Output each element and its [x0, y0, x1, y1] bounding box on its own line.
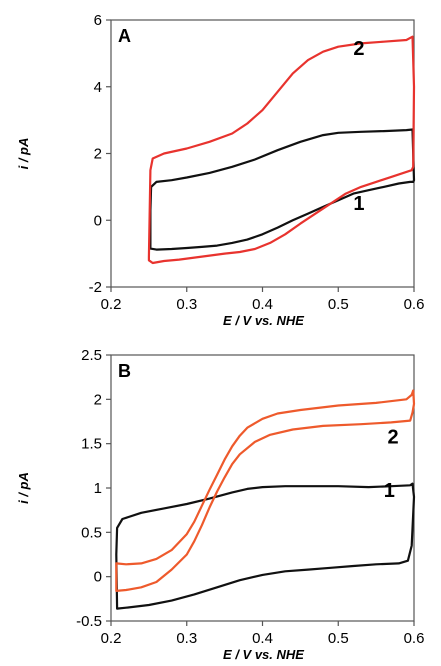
panel-a-curve-1 [149, 128, 416, 251]
panel-b-y-tick-label: 2 [94, 391, 102, 408]
panel-a-panel-letter: A [118, 26, 131, 46]
panel-a-y-tick-label: 2 [94, 146, 102, 163]
panel-a-curve-label-2: 2 [353, 38, 364, 60]
panel-b-curve-label-2: 2 [387, 427, 398, 449]
panel-b-y-axis-title: i / pA [16, 472, 31, 504]
panel-b-x-tick-label: 0.4 [252, 630, 273, 647]
panel-a-y-tick-label: 6 [94, 12, 102, 29]
panel-b-x-tick-label: 0.5 [328, 630, 349, 647]
panel-b-curve-1 [115, 482, 416, 610]
panel-b-y-tick-label: 1 [94, 480, 102, 497]
panel-b-y-tick-label: 0 [94, 569, 102, 586]
panel-b-x-tick-label: 0.3 [176, 630, 197, 647]
panel-b-x-tick-label: 0.2 [101, 630, 122, 647]
panel-b-panel-letter: B [118, 361, 131, 381]
panel-a-curve-2 [147, 35, 416, 265]
panel-a-x-tick-label: 0.3 [176, 296, 197, 313]
panel-a-y-tick-label: 0 [94, 212, 102, 229]
panel-b-y-tick-label: -0.5 [76, 613, 102, 630]
panel-a-x-tick-label: 0.4 [252, 296, 273, 313]
panel-b-x-axis-title: E / V vs. NHE [223, 647, 304, 662]
panel-b-chart: 0.2 0.3 0.4 0.5 0.6 -0.5 0 0.5 1 1.5 2 2.5 E / V vs.… [16, 347, 424, 662]
panel-b-y-tick-label: 0.5 [81, 524, 102, 541]
panel-a-y-tick-label: 4 [94, 79, 102, 96]
panel-a-x-axis-title: E / V vs. NHE [223, 313, 304, 328]
panel-a-y-axis-title: i / pA [16, 138, 31, 170]
panel-b-y-tick-label: 1.5 [81, 436, 102, 453]
panel-b-curve-label-1: 1 [384, 480, 395, 502]
panel-a-x-tick-label: 0.5 [328, 296, 349, 313]
panel-a-chart: 0.2 0.3 0.4 0.5 0.6 -2 0 2 4 6 E / V vs. NHE i / pA… [16, 12, 424, 328]
panel-b-y-tick-label: 2.5 [81, 347, 102, 364]
panel-b-x-tick-label: 0.6 [404, 630, 425, 647]
panel-a-y-tick-label: -2 [89, 279, 102, 296]
panel-a-curve-label-1: 1 [353, 193, 364, 215]
panel-a-x-tick-label: 0.6 [404, 296, 425, 313]
panel-a-x-tick-label: 0.2 [101, 296, 122, 313]
panel-b-curve-2 [115, 389, 416, 592]
